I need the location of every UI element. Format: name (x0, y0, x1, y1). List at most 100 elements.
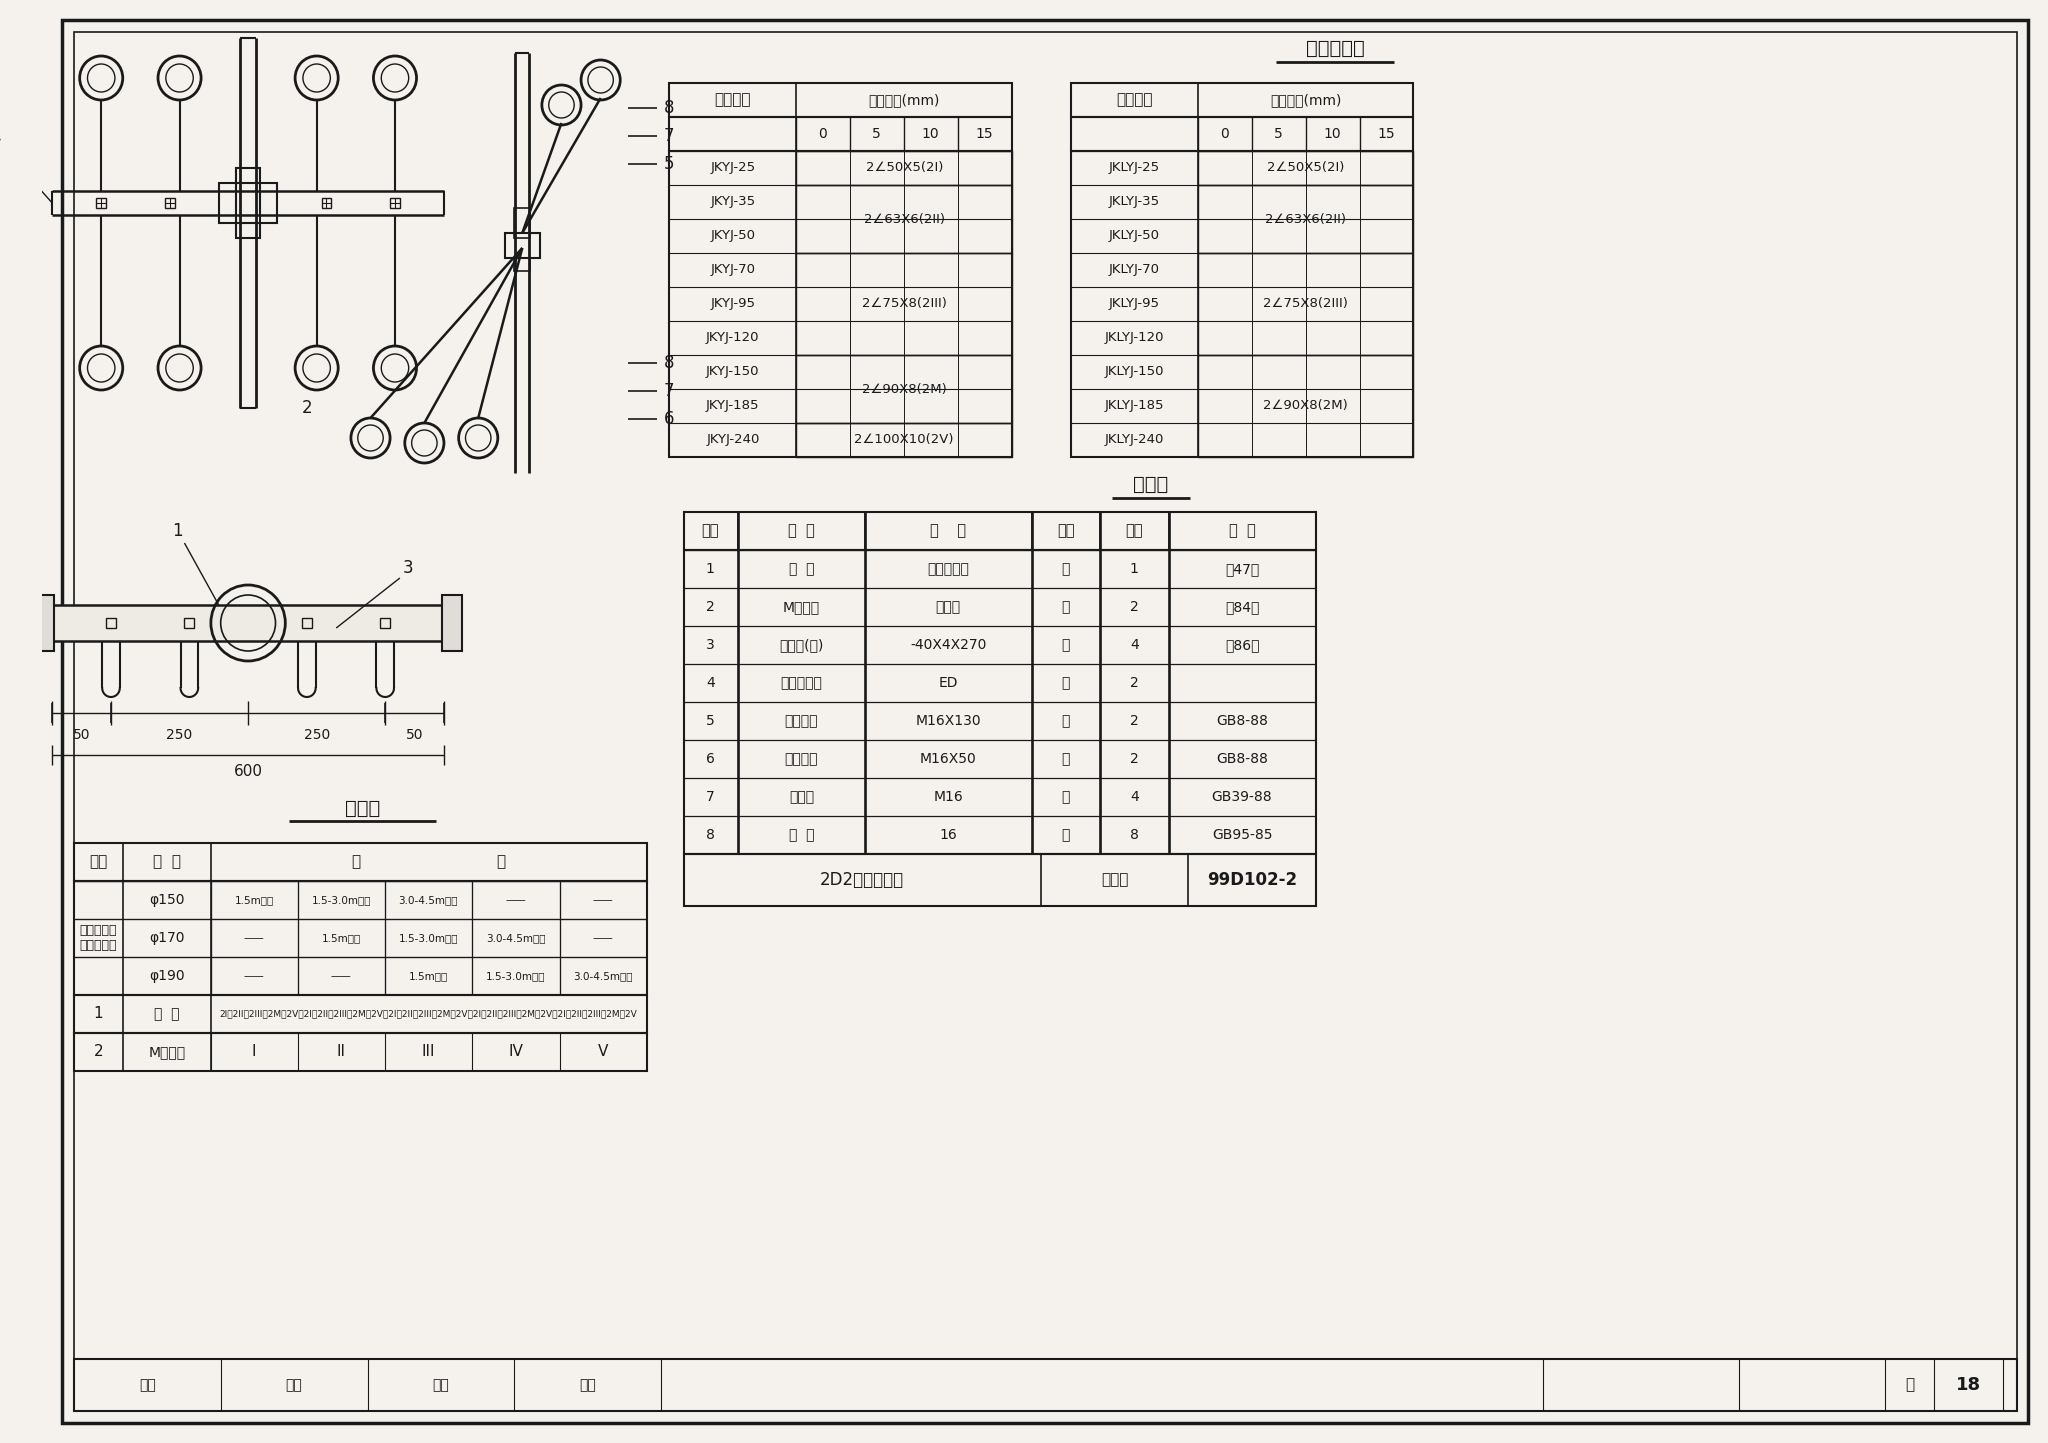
Text: 2: 2 (707, 600, 715, 615)
Bar (684, 854, 1315, 906)
Text: 见上、左表: 见上、左表 (928, 561, 969, 576)
Text: 个: 个 (1061, 600, 1069, 615)
Text: 明细表: 明细表 (1133, 475, 1169, 494)
Text: M16: M16 (934, 789, 963, 804)
Text: M形抱铁: M形抱铁 (147, 1045, 186, 1059)
Bar (1071, 84, 1413, 117)
Text: 规: 规 (352, 854, 360, 870)
Bar (301, 618, 311, 628)
Text: 2: 2 (1130, 752, 1139, 766)
Text: 600: 600 (233, 763, 262, 779)
Text: M16X130: M16X130 (915, 714, 981, 729)
Text: 2∠90X8(2M): 2∠90X8(2M) (1264, 400, 1348, 413)
Text: φ190: φ190 (150, 970, 184, 983)
Text: JKYJ-120: JKYJ-120 (707, 332, 760, 345)
Text: 导线规格: 导线规格 (1116, 92, 1153, 107)
Text: 1.5m以内: 1.5m以内 (410, 971, 449, 981)
Text: 6: 6 (664, 410, 674, 429)
Text: JKYJ-185: JKYJ-185 (707, 400, 760, 413)
Bar (74, 843, 647, 882)
Text: 2∠90X8(2M): 2∠90X8(2M) (862, 382, 946, 395)
Text: JKLYJ-95: JKLYJ-95 (1108, 297, 1159, 310)
Bar (236, 167, 260, 238)
Text: 覆冰厚度(mm): 覆冰厚度(mm) (1270, 92, 1341, 107)
Bar (442, 595, 461, 651)
Bar (106, 618, 117, 628)
Text: 0: 0 (1221, 127, 1229, 141)
Text: 5: 5 (872, 127, 881, 141)
Text: 1.5m以内: 1.5m以内 (322, 934, 360, 942)
Bar (797, 423, 1012, 457)
Bar (514, 258, 530, 271)
Text: 方头螺栓: 方头螺栓 (784, 752, 817, 766)
Bar (381, 618, 389, 628)
Text: JKYJ-70: JKYJ-70 (711, 264, 756, 277)
Text: 2I、2II、2III、2M、2V、2I、2II、2III、2M、2V、2I、2II、2III、2M、2V、2I、2II、2III、2M、2V、2I、2II、2: 2I、2II、2III、2M、2V、2I、2II、2III、2M、2V、2I、2… (219, 1010, 637, 1019)
Text: 1.5-3.0m以内: 1.5-3.0m以内 (485, 971, 545, 981)
Text: ——: —— (592, 895, 612, 905)
Text: 横  担: 横 担 (788, 561, 815, 576)
Text: JKLYJ-35: JKLYJ-35 (1108, 195, 1159, 208)
Text: 4: 4 (707, 675, 715, 690)
Text: JKLYJ-70: JKLYJ-70 (1108, 264, 1159, 277)
Text: -40X4X270: -40X4X270 (909, 638, 987, 652)
Text: 7: 7 (664, 382, 674, 400)
Text: 序号: 序号 (702, 524, 719, 538)
Text: 铁拉板(一): 铁拉板(一) (778, 638, 823, 652)
Text: 2∠50X5(2I): 2∠50X5(2I) (1268, 162, 1343, 175)
Text: I: I (252, 1045, 256, 1059)
Text: 4: 4 (1130, 789, 1139, 804)
Text: 0: 0 (819, 127, 827, 141)
Bar (389, 198, 399, 208)
Text: 方头螺栓: 方头螺栓 (784, 714, 817, 729)
Text: JKYJ-25: JKYJ-25 (711, 162, 756, 175)
Text: 3.0-4.5m以内: 3.0-4.5m以内 (573, 971, 633, 981)
Text: 10: 10 (1323, 127, 1341, 141)
Text: ED: ED (938, 675, 958, 690)
Text: 250: 250 (166, 729, 193, 742)
Text: 垫  圈: 垫 圈 (788, 828, 815, 843)
Text: JKLYJ-25: JKLYJ-25 (1108, 162, 1159, 175)
Bar (74, 882, 647, 996)
Text: 选型表: 选型表 (344, 798, 381, 818)
Text: 格: 格 (496, 854, 506, 870)
Text: JKLYJ-150: JKLYJ-150 (1104, 365, 1163, 378)
Bar (797, 152, 1012, 185)
Text: 7: 7 (664, 127, 674, 144)
Bar (322, 198, 332, 208)
Text: JKYJ-150: JKYJ-150 (707, 365, 760, 378)
Text: 8: 8 (1130, 828, 1139, 843)
Text: 名  称: 名 称 (154, 854, 180, 870)
Bar (1198, 355, 1413, 457)
Text: 见47页: 见47页 (1225, 561, 1260, 576)
Text: JKLYJ-240: JKLYJ-240 (1104, 433, 1163, 446)
Bar (504, 232, 541, 258)
Text: 1: 1 (1130, 561, 1139, 576)
Text: 个: 个 (1061, 675, 1069, 690)
Text: 8: 8 (707, 828, 715, 843)
Bar (74, 1033, 647, 1071)
Text: 个: 个 (1061, 752, 1069, 766)
Text: JKYJ-240: JKYJ-240 (707, 433, 760, 446)
Text: 50: 50 (74, 729, 90, 742)
Text: 电杆梢径及
距杆顶距距: 电杆梢径及 距杆顶距距 (80, 924, 117, 952)
Bar (74, 1359, 2017, 1411)
Text: 2: 2 (1130, 600, 1139, 615)
Text: 3.0-4.5m以内: 3.0-4.5m以内 (399, 895, 459, 905)
Text: V: V (598, 1045, 608, 1059)
Text: 2: 2 (1130, 714, 1139, 729)
Text: 1: 1 (707, 561, 715, 576)
Text: 石峰: 石峰 (580, 1378, 596, 1392)
Text: II: II (336, 1045, 346, 1059)
Text: 2∠75X8(2III): 2∠75X8(2III) (1264, 297, 1348, 310)
Text: JKLYJ-185: JKLYJ-185 (1104, 400, 1163, 413)
Text: 页: 页 (1905, 1378, 1915, 1392)
Text: 99D102-2: 99D102-2 (1206, 872, 1296, 889)
Text: 单位: 单位 (1057, 524, 1075, 538)
Text: 见84页: 见84页 (1225, 600, 1260, 615)
Bar (1071, 117, 1413, 152)
Text: ——: —— (244, 934, 264, 942)
Text: 个: 个 (1061, 789, 1069, 804)
Text: 6: 6 (707, 752, 715, 766)
Text: 图集号: 图集号 (1102, 873, 1128, 887)
